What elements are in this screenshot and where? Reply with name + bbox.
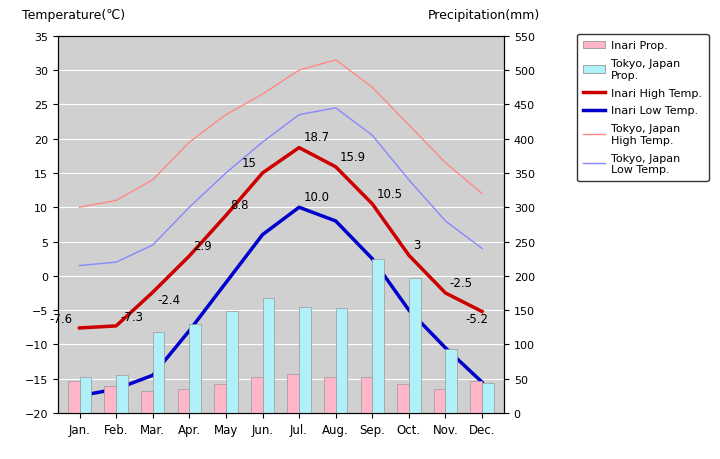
Bar bbox=[287, 374, 299, 413]
Text: 8.8: 8.8 bbox=[230, 199, 248, 212]
Text: -7.6: -7.6 bbox=[50, 313, 73, 325]
Text: 3: 3 bbox=[413, 239, 420, 252]
Text: Temperature(℃): Temperature(℃) bbox=[22, 9, 125, 22]
Text: 15: 15 bbox=[242, 157, 257, 169]
Bar bbox=[153, 332, 164, 413]
Bar bbox=[68, 381, 79, 413]
Bar bbox=[482, 383, 494, 413]
Bar bbox=[189, 324, 201, 413]
Bar bbox=[372, 259, 384, 413]
Text: -2.5: -2.5 bbox=[449, 276, 472, 289]
Text: 10.5: 10.5 bbox=[377, 187, 402, 200]
Bar bbox=[336, 308, 347, 413]
Bar bbox=[79, 377, 91, 413]
Text: -2.4: -2.4 bbox=[157, 294, 180, 307]
Bar bbox=[116, 375, 128, 413]
Bar bbox=[263, 298, 274, 413]
Legend: Inari Prop., Tokyo, Japan
Prop., Inari High Temp., Inari Low Temp., Tokyo, Japan: Inari Prop., Tokyo, Japan Prop., Inari H… bbox=[577, 35, 708, 181]
Bar bbox=[104, 386, 116, 413]
Text: -5.2: -5.2 bbox=[465, 313, 488, 326]
Bar bbox=[397, 384, 409, 413]
Text: Precipitation(mm): Precipitation(mm) bbox=[428, 9, 540, 22]
Bar bbox=[251, 377, 263, 413]
Bar bbox=[433, 389, 446, 413]
Bar bbox=[446, 349, 457, 413]
Bar bbox=[178, 389, 189, 413]
Bar bbox=[226, 312, 238, 413]
Bar bbox=[409, 278, 420, 413]
Text: 2.9: 2.9 bbox=[194, 239, 212, 252]
Bar bbox=[361, 377, 372, 413]
Text: 10.0: 10.0 bbox=[303, 190, 329, 204]
Bar bbox=[141, 391, 153, 413]
Bar bbox=[215, 384, 226, 413]
Bar bbox=[299, 308, 311, 413]
Text: 18.7: 18.7 bbox=[303, 131, 329, 144]
Bar bbox=[470, 381, 482, 413]
Bar bbox=[324, 377, 336, 413]
Text: 15.9: 15.9 bbox=[340, 150, 366, 163]
Text: -7.3: -7.3 bbox=[120, 310, 143, 324]
